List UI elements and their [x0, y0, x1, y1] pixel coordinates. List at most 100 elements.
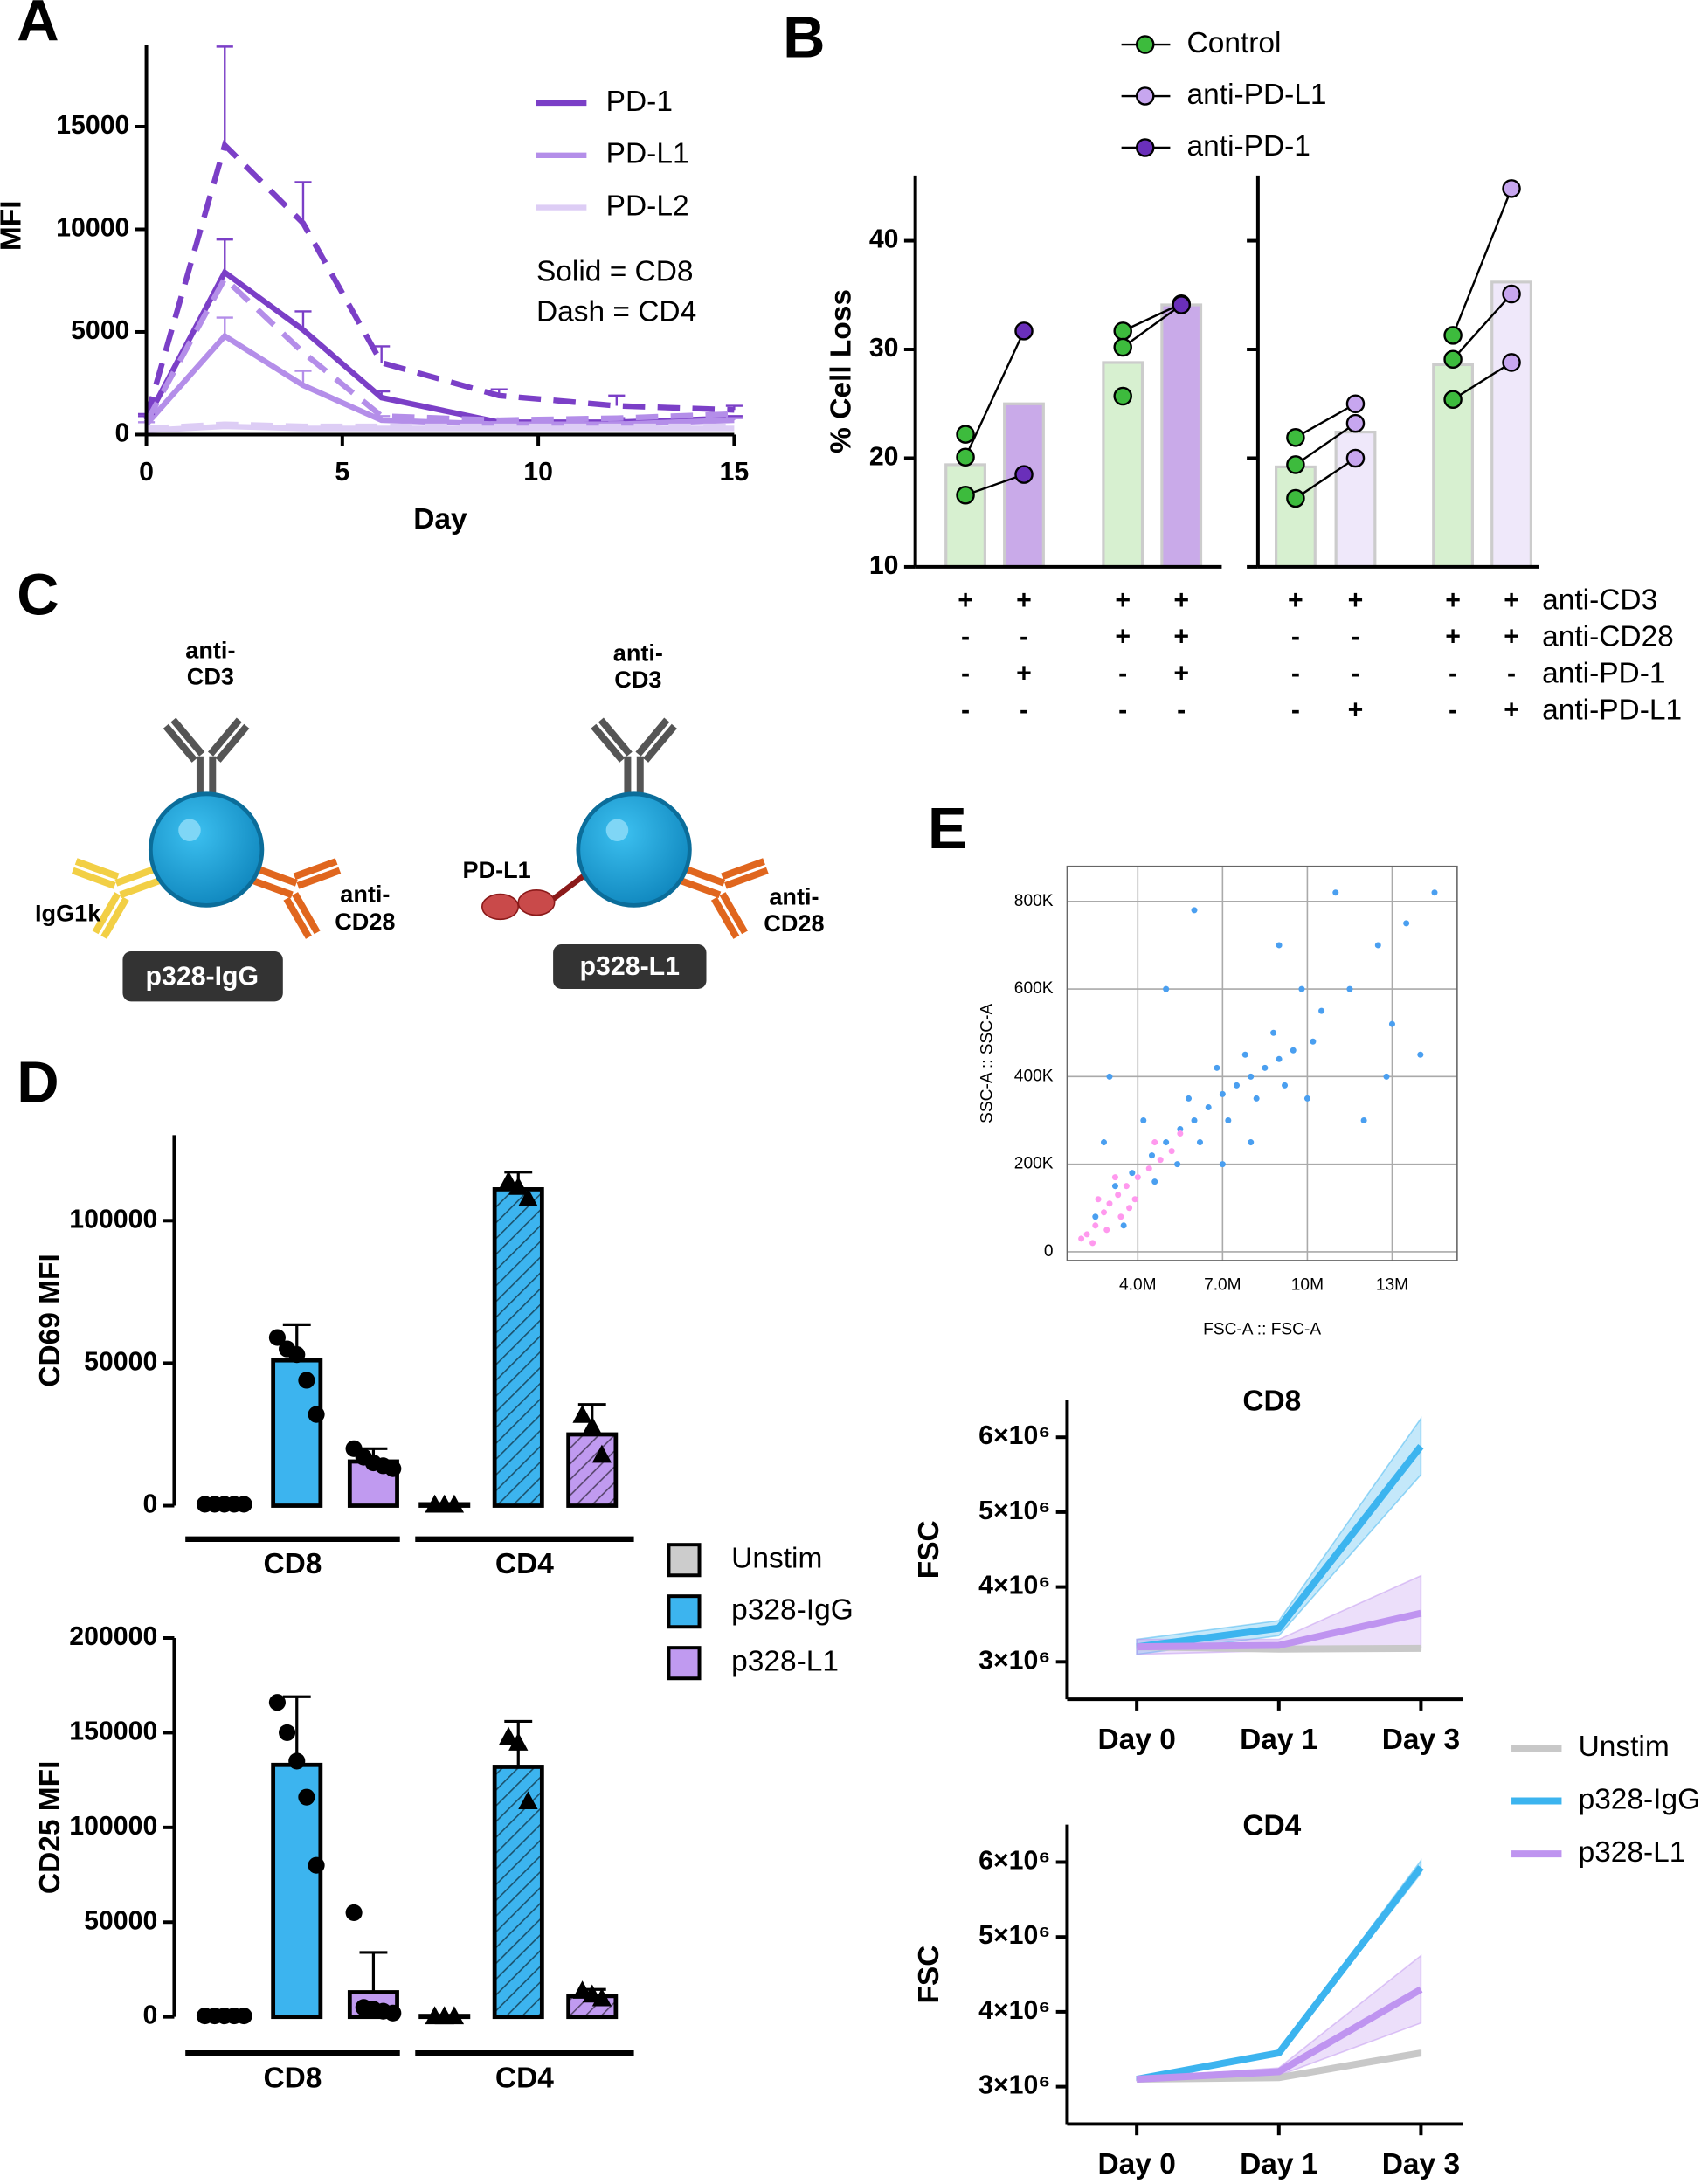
point [508, 1732, 529, 1751]
point [1219, 1161, 1226, 1168]
y-tick-label: 200K [1014, 1155, 1054, 1173]
y-tick-label: 15000 [56, 111, 129, 140]
point [1177, 1126, 1184, 1133]
y-axis-label: FSC [913, 1520, 945, 1579]
y-tick-label: 5000 [71, 316, 129, 345]
point [384, 2004, 402, 2022]
y-tick-label: 400K [1014, 1067, 1054, 1085]
point [1120, 1222, 1127, 1229]
condition-mark: - [961, 660, 970, 688]
condition-mark: + [1348, 586, 1364, 615]
point [1140, 1116, 1147, 1123]
pd-l1-domain [481, 893, 520, 921]
legend-label: p328-L1 [731, 1646, 839, 1678]
point [298, 1372, 315, 1389]
y-tick-label: 600K [1014, 979, 1054, 998]
line [1136, 1986, 1423, 2084]
point [235, 1496, 252, 1513]
y-tick-label: 50000 [84, 1906, 157, 1935]
point [1286, 488, 1305, 508]
point [1502, 179, 1521, 198]
point [1129, 1170, 1136, 1177]
point [288, 1752, 306, 1770]
point [1126, 1205, 1133, 1212]
legend-label: Control [1187, 27, 1282, 59]
x-axis-label: FSC-A :: FSC-A [1203, 1321, 1321, 1339]
condition-label: anti-CD3 [1542, 584, 1657, 617]
bar [271, 1762, 323, 2020]
x-tick-label: 15 [720, 458, 750, 487]
point [1100, 1209, 1108, 1216]
point [308, 1856, 325, 1874]
point [1113, 337, 1132, 357]
point [1163, 985, 1170, 992]
diagram-c: C anti- CD3 IgG1k anti- CD28 p328-IgG an… [17, 562, 825, 1002]
panel-label: C [17, 562, 59, 627]
annotation: Dash = CD4 [536, 296, 696, 328]
point [1196, 1139, 1203, 1146]
point [1174, 1161, 1181, 1168]
point [1502, 353, 1521, 372]
y-tick-label: 10 [869, 551, 899, 580]
condition-mark: - [1118, 696, 1127, 725]
point [1113, 321, 1132, 341]
point [1360, 1116, 1367, 1123]
condition-label: anti-PD-1 [1542, 657, 1665, 689]
point [268, 1694, 286, 1711]
point [1225, 1116, 1232, 1123]
line [143, 140, 735, 419]
condition-mark: + [1173, 586, 1189, 615]
x-tick-label: CD4 [495, 1548, 554, 1580]
point [1163, 1139, 1170, 1146]
point [1388, 1020, 1395, 1027]
label: CD3 [187, 663, 234, 690]
condition-mark: - [1291, 623, 1300, 652]
bead [148, 791, 265, 908]
point [1248, 1139, 1255, 1146]
point [1270, 1029, 1277, 1036]
condition-mark: - [1020, 696, 1028, 725]
condition-mark: - [1507, 660, 1516, 688]
condition-mark: + [1445, 623, 1461, 652]
line [1137, 1609, 1422, 1651]
bar [944, 463, 986, 569]
label: p328-IgG [146, 962, 259, 991]
error-bar [373, 345, 391, 363]
y-tick-label: 4×10⁶ [978, 1996, 1050, 2025]
point [1089, 1240, 1096, 1247]
legend-label: PD-L2 [606, 190, 689, 222]
point [1123, 1183, 1130, 1190]
bead [576, 791, 692, 908]
label: anti- [340, 880, 390, 907]
point [1092, 1213, 1099, 1220]
legend-label: Unstim [1579, 1731, 1670, 1763]
point [572, 1404, 592, 1423]
point [1276, 1055, 1283, 1062]
y-tick-label: 0 [1044, 1242, 1054, 1261]
condition-mark: - [1118, 660, 1127, 688]
pair-line [1295, 403, 1357, 439]
point [1374, 942, 1381, 949]
point [384, 1460, 402, 1477]
x-tick-label: CD8 [263, 2062, 322, 2094]
y-axis-label: FSC [913, 1946, 945, 2004]
label-box [553, 943, 707, 990]
error-bar [216, 316, 233, 336]
line [146, 421, 735, 432]
label: CD28 [335, 908, 395, 935]
x-tick-label: 5 [335, 458, 349, 487]
point [1443, 326, 1463, 345]
legend-marker [1135, 35, 1155, 54]
point [279, 1724, 296, 1741]
label: anti- [613, 639, 663, 667]
point [1111, 1174, 1118, 1181]
chart-title: CD4 [1242, 1810, 1301, 1842]
y-tick-label: 0 [115, 418, 130, 447]
line [1136, 1444, 1424, 1651]
point [1443, 390, 1463, 410]
error-bar [294, 370, 312, 386]
y-tick-label: 150000 [69, 1717, 157, 1745]
point [1290, 1047, 1297, 1054]
point [1145, 1165, 1152, 1172]
point [1318, 1007, 1325, 1014]
